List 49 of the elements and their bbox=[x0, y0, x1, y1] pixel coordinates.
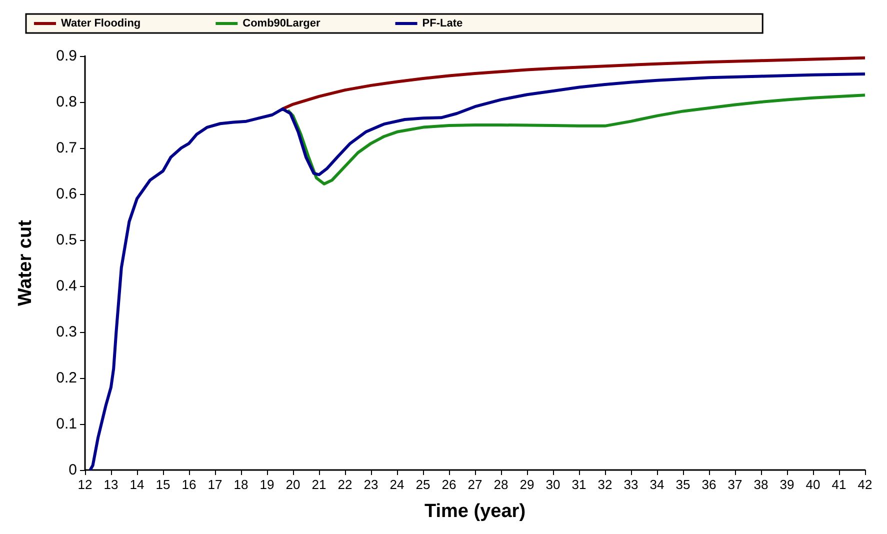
x-tick-label: 34 bbox=[650, 477, 664, 492]
x-tick-label: 29 bbox=[520, 477, 534, 492]
y-tick-label: 0.7 bbox=[56, 140, 77, 156]
y-tick-label: 0 bbox=[68, 462, 77, 478]
x-tick-label: 39 bbox=[780, 477, 794, 492]
x-tick-label: 16 bbox=[182, 477, 196, 492]
x-axis-title: Time (year) bbox=[424, 501, 526, 522]
x-tick-label: 18 bbox=[234, 477, 248, 492]
y-tick-label: 0.9 bbox=[56, 48, 77, 64]
y-tick-label: 0.8 bbox=[56, 94, 77, 110]
x-tick-label: 24 bbox=[390, 477, 404, 492]
x-tick-label: 27 bbox=[468, 477, 482, 492]
x-tick-label: 21 bbox=[312, 477, 326, 492]
x-tick-label: 14 bbox=[130, 477, 144, 492]
x-tick-label: 15 bbox=[156, 477, 170, 492]
x-tick-label: 23 bbox=[364, 477, 378, 492]
x-tick-label: 41 bbox=[832, 477, 846, 492]
x-tick-label: 38 bbox=[754, 477, 768, 492]
y-tick-label: 0.1 bbox=[56, 416, 77, 432]
legend-label: PF-Late bbox=[422, 18, 463, 30]
x-tick-label: 32 bbox=[598, 477, 612, 492]
line-series bbox=[281, 56, 866, 110]
y-tick-label: 0.2 bbox=[56, 370, 77, 386]
x-tick-label: 42 bbox=[858, 477, 872, 492]
x-tick-label: 28 bbox=[494, 477, 508, 492]
x-tick-label: 40 bbox=[806, 477, 820, 492]
y-tick-label: 0.4 bbox=[56, 278, 77, 294]
y-axis-title: Water cut bbox=[15, 219, 36, 306]
y-tick-label: 0.5 bbox=[56, 232, 77, 248]
y-tick-label: 0.6 bbox=[56, 186, 77, 202]
x-tick-label: 33 bbox=[624, 477, 638, 492]
x-tick-label: 25 bbox=[416, 477, 430, 492]
x-tick-label: 12 bbox=[78, 477, 92, 492]
x-tick-label: 22 bbox=[338, 477, 352, 492]
x-tick-label: 13 bbox=[104, 477, 118, 492]
x-tick-label: 20 bbox=[286, 477, 300, 492]
y-tick-label: 0.3 bbox=[56, 324, 77, 340]
legend-label: Water Flooding bbox=[61, 18, 141, 30]
line-series bbox=[286, 94, 866, 186]
x-tick-label: 31 bbox=[572, 477, 586, 492]
legend-label: Comb90Larger bbox=[242, 18, 321, 30]
x-tick-label: 37 bbox=[728, 477, 742, 492]
x-tick-label: 36 bbox=[702, 477, 716, 492]
x-tick-label: 19 bbox=[260, 477, 274, 492]
line-series bbox=[88, 72, 866, 472]
x-tick-label: 17 bbox=[208, 477, 222, 492]
x-tick-label: 35 bbox=[676, 477, 690, 492]
x-tick-label: 26 bbox=[442, 477, 456, 492]
x-tick-label: 30 bbox=[546, 477, 560, 492]
